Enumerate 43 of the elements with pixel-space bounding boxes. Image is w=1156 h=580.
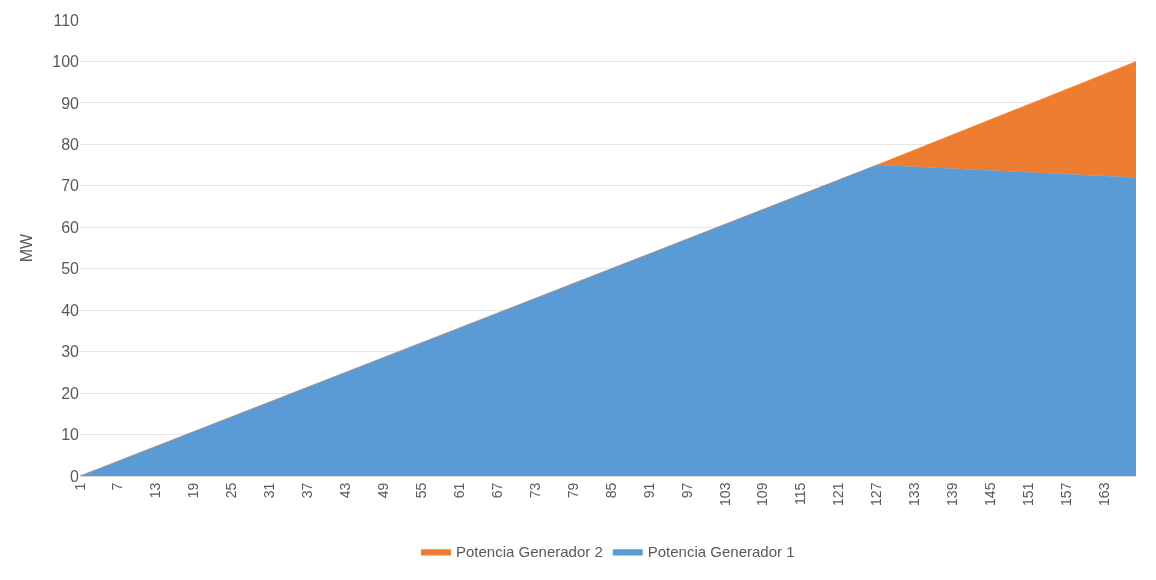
y-axis-title: MW	[18, 232, 36, 263]
x-tick-label: 25	[223, 482, 240, 499]
x-tick-label: 7	[109, 482, 126, 491]
x-tick-label: 121	[830, 482, 847, 506]
x-tick-label: 49	[375, 482, 392, 499]
x-tick-label: 91	[640, 482, 657, 499]
x-tick-label: 127	[868, 482, 885, 506]
y-tick-label: 100	[52, 53, 80, 71]
x-tick-label: 151	[1020, 482, 1037, 506]
x-tick-label: 97	[678, 482, 695, 499]
y-tick-label: 50	[61, 260, 80, 278]
x-tick-label: 13	[147, 482, 164, 499]
x-tick-label: 73	[526, 482, 543, 499]
y-tick-label: 40	[61, 301, 80, 319]
y-tick-label: 90	[61, 94, 80, 112]
x-tick-label: 139	[944, 482, 961, 506]
x-tick-label: 67	[488, 482, 505, 499]
x-tick-label: 43	[337, 482, 354, 499]
x-tick-label: 85	[602, 482, 619, 499]
x-tick-label: 103	[716, 482, 733, 506]
x-tick-label: 109	[754, 482, 771, 506]
legend-label: Potencia Generador 1	[647, 543, 795, 561]
y-tick-label: 20	[61, 384, 80, 402]
y-tick-label: 110	[53, 11, 80, 29]
y-tick-label: 30	[61, 343, 80, 361]
x-tick-label: 19	[185, 482, 202, 499]
legend-label: Potencia Generador 2	[456, 543, 603, 561]
x-tick-label: 163	[1095, 482, 1112, 506]
x-tick-label: 133	[906, 482, 923, 506]
x-tick-label: 55	[413, 482, 430, 499]
x-tick-label: 61	[450, 482, 467, 499]
y-tick-label: 0	[70, 467, 80, 485]
x-tick-label: 145	[982, 482, 999, 506]
x-tick-label: 157	[1057, 482, 1074, 506]
y-tick-label: 80	[61, 135, 80, 153]
y-tick-label: 60	[61, 218, 80, 236]
x-tick-label: 115	[792, 482, 809, 505]
x-tick-label: 1	[71, 482, 88, 491]
x-tick-label: 31	[261, 482, 278, 499]
y-tick-label: 10	[61, 426, 80, 444]
y-tick-label: 70	[61, 177, 80, 195]
x-tick-label: 79	[564, 482, 581, 499]
x-tick-label: 37	[299, 482, 316, 499]
